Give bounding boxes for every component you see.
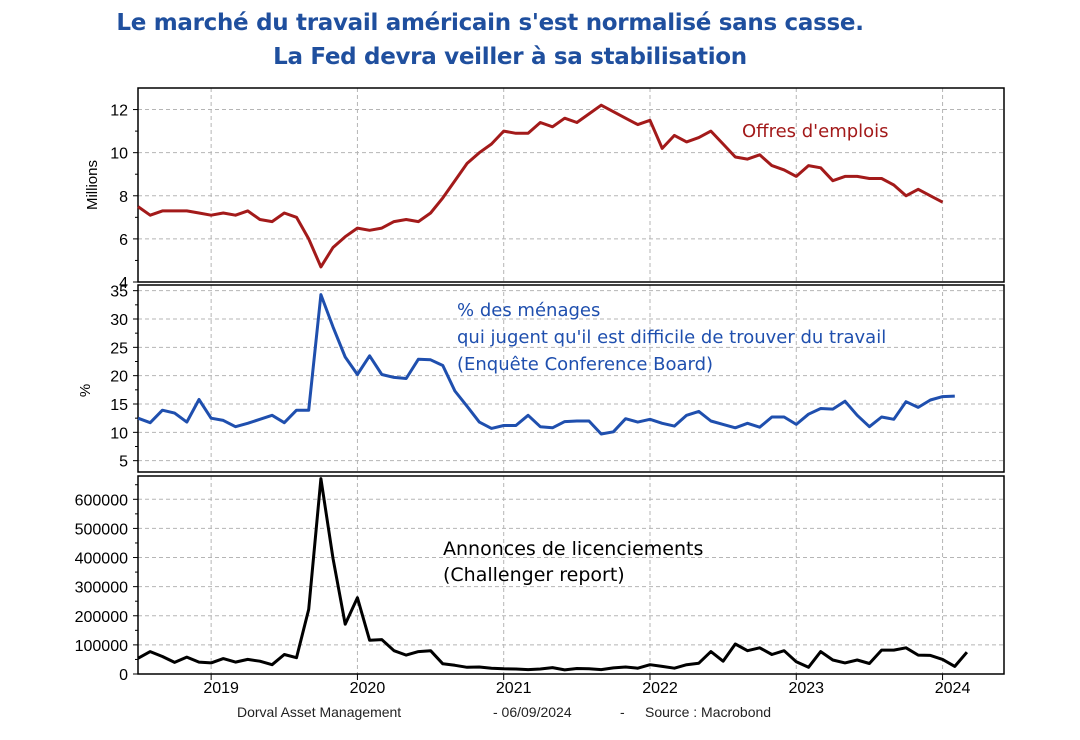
y-tick-label-2-30: 30 [110, 312, 128, 329]
annotation-2-line-1: % des ménages [457, 300, 600, 321]
chart-title-line-2: La Fed devra veiller à sa stabilisation [273, 44, 747, 70]
chart-canvas: 4 6 8 10 12 Millions Offres d'emplois 5 10 15 20 25… [75, 87, 1005, 697]
y-tick-label-1-6: 6 [119, 232, 128, 249]
x-tick-label-2020: 2020 [350, 680, 386, 697]
footer-author: Dorval Asset Management [237, 704, 402, 720]
x-tick-label-2021: 2021 [496, 680, 532, 697]
series-line-1 [137, 103, 944, 269]
annotation-1-line-1: Offres d'emplois [742, 121, 889, 142]
y-tick-label-3-0: 0 [119, 667, 128, 684]
y-axis-label-2: % [77, 384, 94, 397]
panel-frame-3 [137, 475, 1005, 675]
footer-date: - 06/09/2024 [493, 704, 572, 720]
annotation-2-line-2: qui jugent qu'il est difficile de trouve… [457, 327, 886, 348]
y-tick-label-2-15: 15 [110, 397, 128, 414]
footer-separator: - [620, 704, 625, 720]
x-tick-label-2024: 2024 [935, 680, 971, 697]
panel-frame-2 [137, 284, 1005, 473]
y-tick-label-1-4: 4 [119, 275, 128, 292]
y-tick-label-2-35: 35 [110, 284, 128, 301]
x-tick-label-2022: 2022 [642, 680, 678, 697]
x-tick-label-2019: 2019 [203, 680, 239, 697]
y-tick-label-1-12: 12 [110, 103, 128, 120]
y-axis-label-1: Millions [84, 160, 101, 210]
y-tick-label-3-200000: 200000 [75, 609, 128, 626]
y-tick-label-3-300000: 300000 [75, 580, 128, 597]
y-tick-label-3-400000: 400000 [75, 551, 128, 568]
annotation-2-line-3: (Enquête Conference Board) [457, 354, 713, 375]
y-tick-label-2-25: 25 [110, 340, 128, 357]
y-tick-label-1-10: 10 [110, 146, 128, 163]
panel-frame-1 [137, 87, 1005, 283]
chart-title-line-1: Le marché du travail américain s'est nor… [116, 10, 864, 36]
y-tick-label-2-20: 20 [110, 369, 128, 386]
y-tick-label-3-600000: 600000 [75, 492, 128, 509]
x-tick-label-2023: 2023 [788, 680, 824, 697]
y-tick-label-3-100000: 100000 [75, 638, 128, 655]
y-tick-label-2-5: 5 [119, 454, 128, 471]
y-tick-label-2-10: 10 [110, 425, 128, 442]
annotation-3-line-1: Annonces de licenciements [443, 538, 703, 560]
footer-source: Source : Macrobond [645, 704, 772, 720]
series-line-2 [137, 293, 955, 436]
series-line-3 [137, 477, 969, 672]
y-tick-label-3-500000: 500000 [75, 521, 128, 538]
annotation-3-line-2: (Challenger report) [443, 564, 625, 586]
y-tick-label-1-8: 8 [119, 189, 128, 206]
